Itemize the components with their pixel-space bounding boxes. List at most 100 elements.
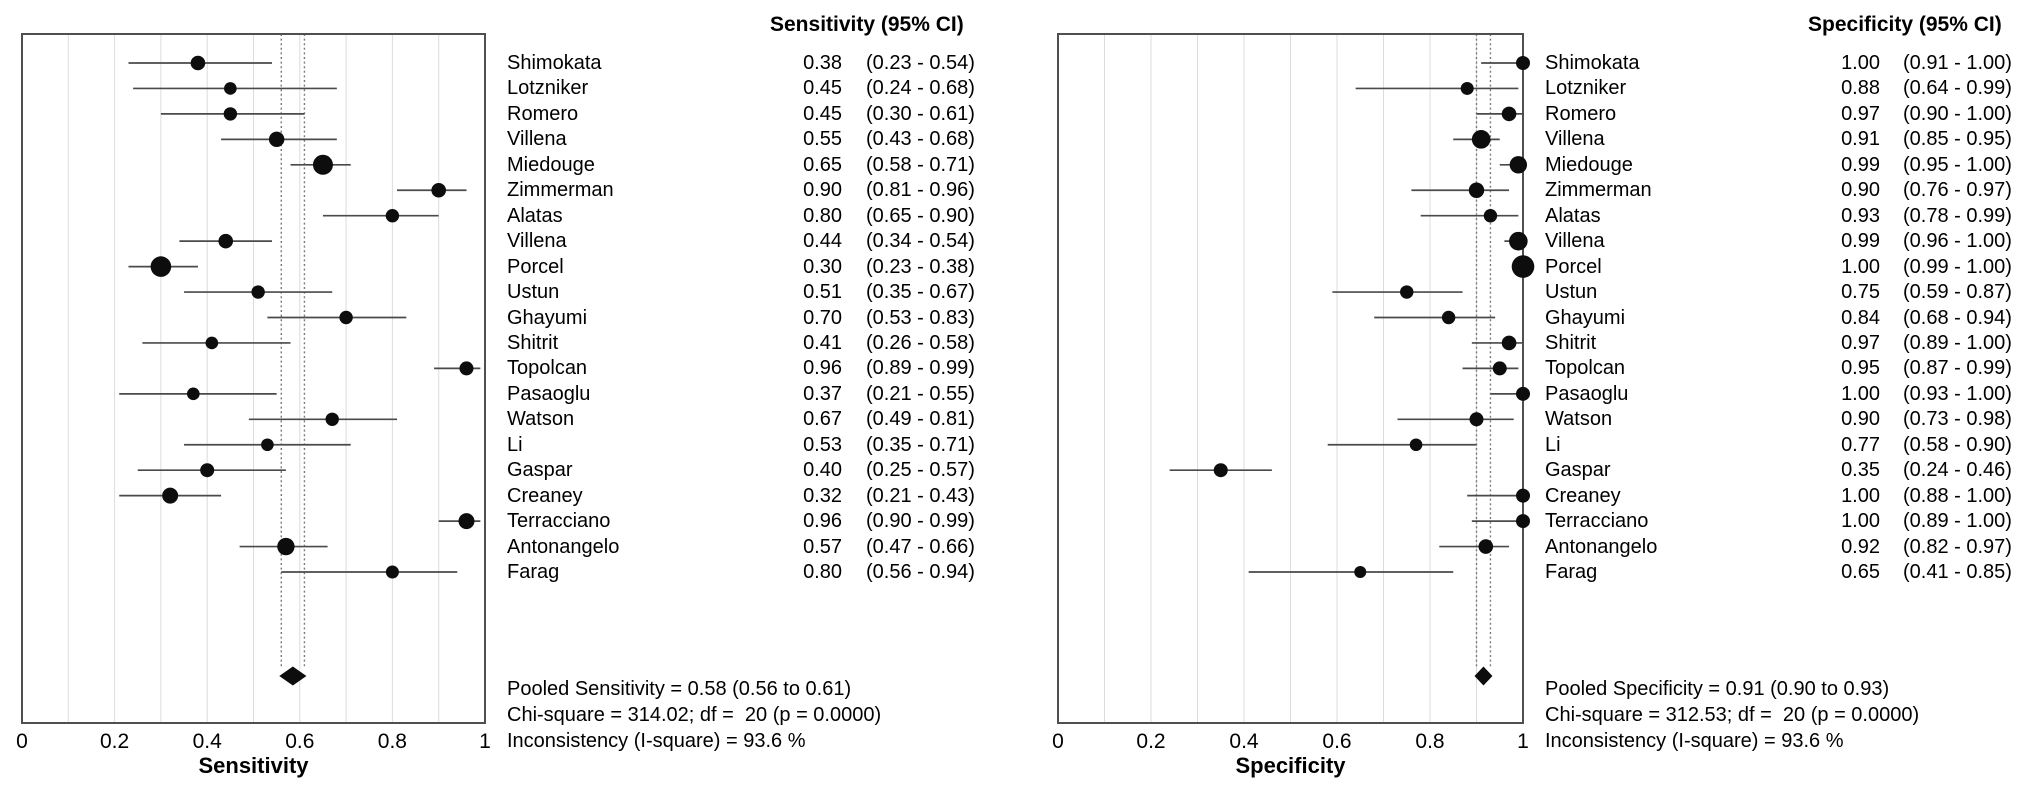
study-ci-value: (0.76 - 0.97) (1903, 179, 2012, 202)
study-point-marker (385, 565, 399, 579)
inconsistency-stats-line: Inconsistency (I-square) = 93.6 % (1545, 730, 1844, 752)
study-point-marker (162, 487, 179, 504)
study-point-marker (261, 438, 274, 452)
plot-frame (21, 33, 486, 724)
study-name-label: Lotzniker (507, 77, 589, 100)
study-ci-value: (0.88 - 1.00) (1903, 484, 2012, 507)
study-estimate-value: 0.92 (1841, 535, 1880, 558)
study-point-marker (200, 463, 215, 478)
pooled-stats-line: Pooled Specificity = 0.91 (0.90 to 0.93) (1545, 678, 1890, 700)
study-name-label: Romero (507, 102, 579, 125)
study-point-marker (1409, 438, 1423, 452)
study-point-marker (458, 513, 475, 530)
study-ci-value: (0.26 - 0.58) (866, 331, 975, 354)
study-name-label: Ghayumi (1545, 306, 1626, 329)
inconsistency-stats-line: Inconsistency (I-square) = 93.6 % (507, 730, 806, 752)
study-ci-value: (0.59 - 0.87) (1903, 281, 2012, 304)
study-ci-value: (0.21 - 0.43) (866, 484, 975, 507)
pooled-diamond (279, 666, 307, 686)
study-ci-value: (0.89 - 1.00) (1903, 331, 2012, 354)
study-point-marker (187, 387, 200, 401)
study-ci-value: (0.23 - 0.54) (866, 52, 975, 74)
study-name-label: Antonangelo (507, 535, 620, 558)
x-tick-label: 0.4 (1229, 730, 1259, 753)
study-ci-value: (0.43 - 0.68) (866, 128, 975, 151)
study-point-marker (205, 336, 219, 350)
study-name-label: Creaney (1545, 484, 1621, 507)
study-ci-value: (0.24 - 0.68) (866, 77, 975, 100)
study-point-marker (1213, 463, 1228, 478)
study-ci-value: (0.90 - 0.99) (866, 510, 975, 533)
study-estimate-value: 0.90 (1841, 408, 1880, 431)
study-estimate-value: 1.00 (1841, 484, 1880, 507)
study-name-label: Watson (1545, 408, 1613, 431)
study-estimate-value: 0.97 (1841, 102, 1880, 125)
study-point-marker (190, 55, 206, 71)
study-estimate-value: 0.55 (803, 128, 842, 151)
study-name-label: Topolcan (1545, 357, 1626, 380)
study-estimate-value: 0.99 (1841, 153, 1880, 176)
x-axis-title-specificity: Specificity (1235, 753, 1346, 778)
study-name-label: Miedouge (507, 153, 595, 176)
forest-panel-specificity (1057, 33, 1535, 724)
study-name-label: Watson (507, 408, 575, 431)
study-estimate-value: 0.90 (803, 179, 842, 202)
study-estimate-value: 0.65 (803, 153, 842, 176)
study-name-label: Gaspar (507, 459, 573, 482)
study-name-label: Li (1545, 433, 1561, 456)
x-tick-label: 0.2 (1136, 730, 1166, 753)
study-name-label: Gaspar (1545, 459, 1611, 482)
study-point-marker (1400, 285, 1414, 299)
study-estimate-value: 0.95 (1841, 357, 1880, 380)
study-name-label: Ustun (507, 281, 560, 304)
forest-panel-sensitivity (21, 33, 486, 724)
study-estimate-value: 0.45 (803, 102, 842, 125)
study-point-marker (1516, 386, 1530, 401)
study-ci-value: (0.82 - 0.97) (1903, 535, 2012, 558)
study-name-label: Shitrit (507, 331, 559, 354)
study-estimate-value: 0.93 (1841, 204, 1880, 227)
study-ci-value: (0.78 - 0.99) (1903, 204, 2012, 227)
study-point-marker (1471, 130, 1491, 149)
study-point-marker (1460, 81, 1474, 95)
study-ci-value: (0.95 - 1.00) (1903, 153, 2012, 176)
study-point-marker (1516, 56, 1530, 70)
study-name-label: Topolcan (507, 357, 588, 380)
study-estimate-value: 1.00 (1841, 510, 1880, 533)
study-name-label: Villena (507, 230, 567, 253)
study-name-label: Villena (1545, 230, 1605, 253)
study-point-marker (1492, 361, 1507, 376)
study-ci-value: (0.24 - 0.46) (1903, 459, 2012, 482)
study-estimate-value: 0.41 (803, 331, 842, 354)
study-name-label: Li (507, 433, 523, 456)
study-point-marker (1478, 539, 1494, 554)
study-point-marker (385, 209, 400, 223)
x-tick-label: 0.2 (99, 730, 130, 753)
study-point-marker (277, 537, 295, 556)
study-ci-value: (0.73 - 0.98) (1903, 408, 2012, 431)
study-point-marker (431, 182, 447, 198)
plot-frame (1057, 33, 1524, 724)
study-estimate-value: 1.00 (1841, 382, 1880, 405)
panel-header-specificity: Specificity (95% CI) (1808, 13, 2002, 36)
study-name-label: Porcel (1545, 255, 1602, 278)
study-ci-value: (0.35 - 0.67) (866, 281, 975, 304)
x-tick-label: 1 (1517, 730, 1529, 753)
study-estimate-value: 1.00 (1841, 255, 1880, 278)
study-point-marker (1354, 566, 1367, 578)
study-point-marker (218, 233, 234, 249)
study-ci-value: (0.89 - 0.99) (866, 357, 975, 380)
study-estimate-value: 0.96 (803, 357, 842, 380)
pooled-diamond (1474, 666, 1493, 686)
study-ci-value: (0.58 - 0.71) (866, 153, 975, 176)
study-point-marker (312, 154, 333, 175)
study-ci-value: (0.35 - 0.71) (866, 433, 975, 456)
study-name-label: Alatas (507, 204, 563, 227)
study-estimate-value: 0.88 (1841, 77, 1880, 100)
study-point-marker (325, 412, 339, 426)
study-point-marker (224, 82, 237, 95)
study-ci-value: (0.68 - 0.94) (1903, 306, 2012, 329)
x-tick-label: 0.6 (285, 730, 315, 753)
study-estimate-value: 0.67 (803, 408, 842, 431)
study-point-marker (339, 310, 353, 325)
